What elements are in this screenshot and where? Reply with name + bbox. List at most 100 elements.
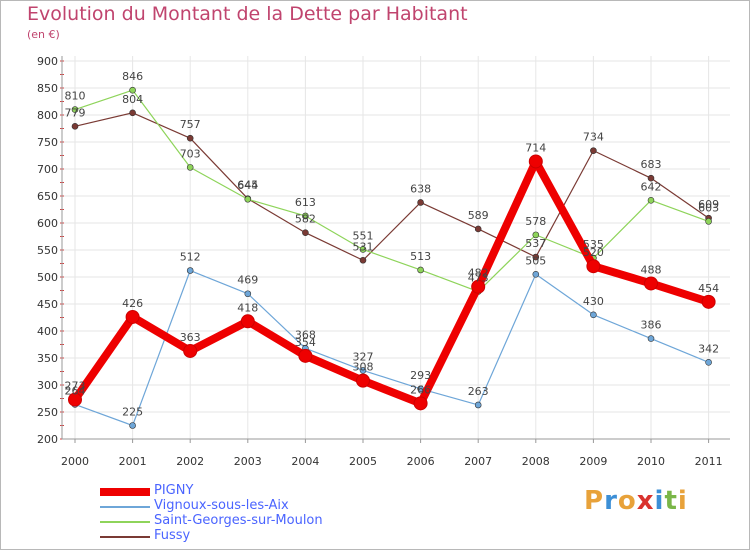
data-label: 327 — [353, 350, 374, 363]
data-point — [359, 256, 367, 264]
data-point — [532, 231, 540, 239]
data-label: 293 — [410, 369, 431, 382]
data-point — [647, 174, 655, 182]
logo-letter: x — [636, 486, 655, 516]
data-label: 513 — [410, 250, 431, 263]
y-tick-label: 250 — [37, 406, 58, 419]
data-point — [701, 294, 716, 309]
data-label: 603 — [698, 201, 719, 214]
y-tick-label: 600 — [37, 217, 58, 230]
proxiti-logo: Proxiti — [584, 486, 688, 516]
data-label: 779 — [65, 106, 86, 119]
x-tick-label: 2011 — [695, 455, 723, 468]
data-point — [71, 123, 79, 130]
data-point — [647, 197, 655, 204]
series-line-Saint-Georges-sur-Moulon — [74, 89, 710, 293]
data-label: 482 — [468, 267, 489, 280]
data-label: 645 — [237, 179, 258, 192]
data-label: 714 — [525, 141, 546, 154]
legend-label: Fussy — [154, 528, 191, 543]
data-label: 531 — [353, 240, 374, 253]
data-label: 454 — [698, 282, 719, 295]
series-line-Fussy — [74, 112, 710, 261]
data-label: 589 — [468, 209, 489, 222]
data-label: 613 — [295, 196, 316, 209]
grid — [62, 56, 730, 440]
legend-label: Saint-Georges-sur-Moulon — [154, 513, 323, 528]
data-point — [474, 401, 482, 409]
data-point — [528, 154, 543, 169]
logo-letter: t — [664, 486, 678, 516]
data-label: 535 — [583, 238, 604, 251]
data-point — [302, 212, 309, 220]
series-line-Vignoux-sous-les-Aix — [74, 269, 710, 427]
series-line-PIGNY — [71, 157, 713, 408]
x-tick-label: 2004 — [291, 455, 319, 468]
data-label: 609 — [698, 198, 719, 211]
data-label: 505 — [525, 254, 546, 267]
logo-letter: i — [677, 486, 688, 516]
data-point — [129, 422, 136, 429]
data-point — [186, 267, 194, 274]
legend-label: Vignoux-sous-les-Aix — [154, 498, 289, 513]
data-label: 264 — [65, 384, 86, 397]
data-label: 386 — [641, 319, 662, 332]
y-tick-label: 650 — [37, 190, 58, 203]
data-point — [705, 218, 712, 225]
data-point — [644, 276, 658, 291]
legend-swatch — [100, 536, 150, 538]
data-label: 469 — [237, 274, 258, 287]
data-point — [244, 290, 252, 298]
data-labels: 273 426 363 418 354 308 266 482 714 520 488 454 264 2… — [65, 70, 720, 418]
data-point — [417, 199, 424, 206]
data-point — [244, 195, 252, 203]
data-point — [590, 311, 597, 319]
data-label: 810 — [65, 90, 86, 103]
data-label: 430 — [583, 295, 604, 308]
y-tick-label: 400 — [37, 325, 58, 338]
data-label: 426 — [122, 297, 143, 310]
data-point — [125, 309, 140, 324]
data-point — [471, 279, 486, 294]
series-group — [68, 86, 716, 429]
data-label: 520 — [583, 246, 604, 259]
y-tick-label: 850 — [37, 82, 58, 95]
data-label: 368 — [295, 328, 316, 341]
legend-swatch — [100, 506, 150, 508]
data-label: 683 — [641, 158, 662, 171]
y-tick-label: 200 — [37, 433, 58, 446]
data-label: 263 — [468, 385, 489, 398]
data-label: 644 — [237, 179, 258, 192]
legend-label: PIGNY — [154, 483, 194, 498]
data-label: 308 — [353, 361, 374, 374]
x-tick-label: 2008 — [522, 455, 550, 468]
data-point — [298, 348, 313, 363]
data-point — [474, 225, 482, 233]
data-label: 734 — [583, 131, 604, 144]
data-label: 804 — [122, 93, 143, 106]
data-point — [302, 229, 309, 237]
data-label: 703 — [180, 147, 201, 160]
y-tick-label: 700 — [37, 163, 58, 176]
data-label: 473 — [468, 272, 489, 285]
data-point — [356, 373, 370, 388]
data-label: 342 — [698, 342, 719, 355]
data-label: 638 — [410, 182, 431, 195]
data-point — [647, 335, 655, 342]
data-point — [71, 106, 79, 113]
data-point — [532, 253, 540, 261]
x-tick-label: 2007 — [464, 455, 492, 468]
data-point — [186, 134, 194, 142]
data-point — [129, 86, 136, 94]
logo-letter: i — [654, 486, 665, 516]
chart-title: Evolution du Montant de la Dette par Hab… — [27, 3, 468, 25]
data-point — [359, 367, 367, 374]
data-label: 488 — [641, 263, 662, 276]
x-tick-label: 2010 — [637, 455, 665, 468]
chart-unit-label: (en €) — [27, 28, 60, 41]
x-tick-label: 2001 — [119, 455, 147, 468]
axes: 200 250 300 350 400 450 500 550 600 650 700 750 800 8… — [37, 55, 730, 468]
line-chart: 200 250 300 350 400 450 500 550 600 650 700 750 800 8… — [37, 55, 730, 468]
data-point — [413, 396, 428, 411]
data-point — [183, 343, 198, 358]
